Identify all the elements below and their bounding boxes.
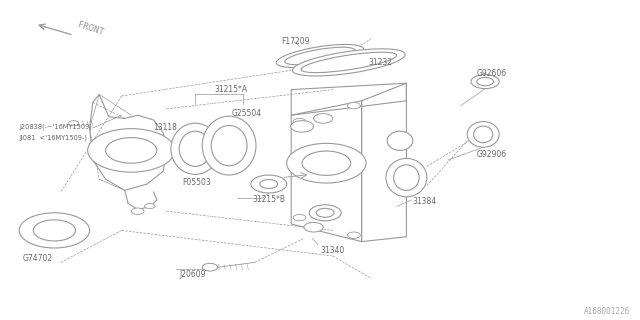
Circle shape	[19, 213, 90, 248]
Ellipse shape	[276, 44, 364, 68]
Text: JI081  <'16MY1509-): JI081 <'16MY1509-)	[19, 134, 87, 141]
Circle shape	[106, 138, 157, 163]
Text: G74702: G74702	[22, 254, 52, 263]
Text: 31384: 31384	[413, 197, 437, 206]
Circle shape	[291, 121, 314, 132]
Ellipse shape	[171, 123, 220, 174]
Circle shape	[471, 75, 499, 89]
Circle shape	[477, 77, 493, 86]
Ellipse shape	[285, 47, 355, 65]
Text: 31232: 31232	[368, 58, 392, 67]
Circle shape	[251, 175, 287, 193]
Text: 31215*B: 31215*B	[253, 195, 286, 204]
Text: G25504: G25504	[232, 109, 262, 118]
Ellipse shape	[474, 126, 493, 143]
Text: J20609: J20609	[179, 270, 205, 279]
Ellipse shape	[211, 125, 247, 166]
Text: F05503: F05503	[182, 178, 211, 187]
Circle shape	[88, 129, 175, 172]
Text: F17209: F17209	[282, 37, 310, 46]
Circle shape	[68, 121, 79, 126]
Circle shape	[293, 118, 306, 125]
Circle shape	[33, 220, 76, 241]
Ellipse shape	[202, 116, 256, 175]
Ellipse shape	[179, 131, 211, 166]
Ellipse shape	[301, 52, 396, 73]
Circle shape	[316, 208, 334, 217]
Circle shape	[202, 263, 218, 271]
Ellipse shape	[467, 122, 499, 147]
Circle shape	[348, 102, 360, 109]
Circle shape	[131, 208, 144, 214]
Text: 31340: 31340	[320, 246, 344, 255]
Circle shape	[309, 205, 341, 221]
Text: G92606: G92606	[477, 69, 507, 78]
Text: 31215*A: 31215*A	[214, 85, 248, 94]
Circle shape	[348, 232, 360, 238]
Circle shape	[293, 214, 306, 221]
Text: G92906: G92906	[477, 150, 507, 159]
Ellipse shape	[387, 131, 413, 150]
Text: FRONT: FRONT	[77, 21, 105, 38]
Ellipse shape	[394, 165, 419, 190]
Ellipse shape	[386, 158, 427, 197]
Text: J20838(-~'16MY1509): J20838(-~'16MY1509)	[19, 123, 92, 130]
Circle shape	[314, 114, 333, 123]
Ellipse shape	[292, 49, 405, 76]
Circle shape	[145, 204, 155, 209]
Text: 13118: 13118	[154, 123, 177, 132]
Text: A168001226: A168001226	[584, 307, 630, 316]
Circle shape	[287, 143, 366, 183]
Circle shape	[304, 222, 323, 232]
Circle shape	[302, 151, 351, 175]
Circle shape	[260, 180, 278, 188]
